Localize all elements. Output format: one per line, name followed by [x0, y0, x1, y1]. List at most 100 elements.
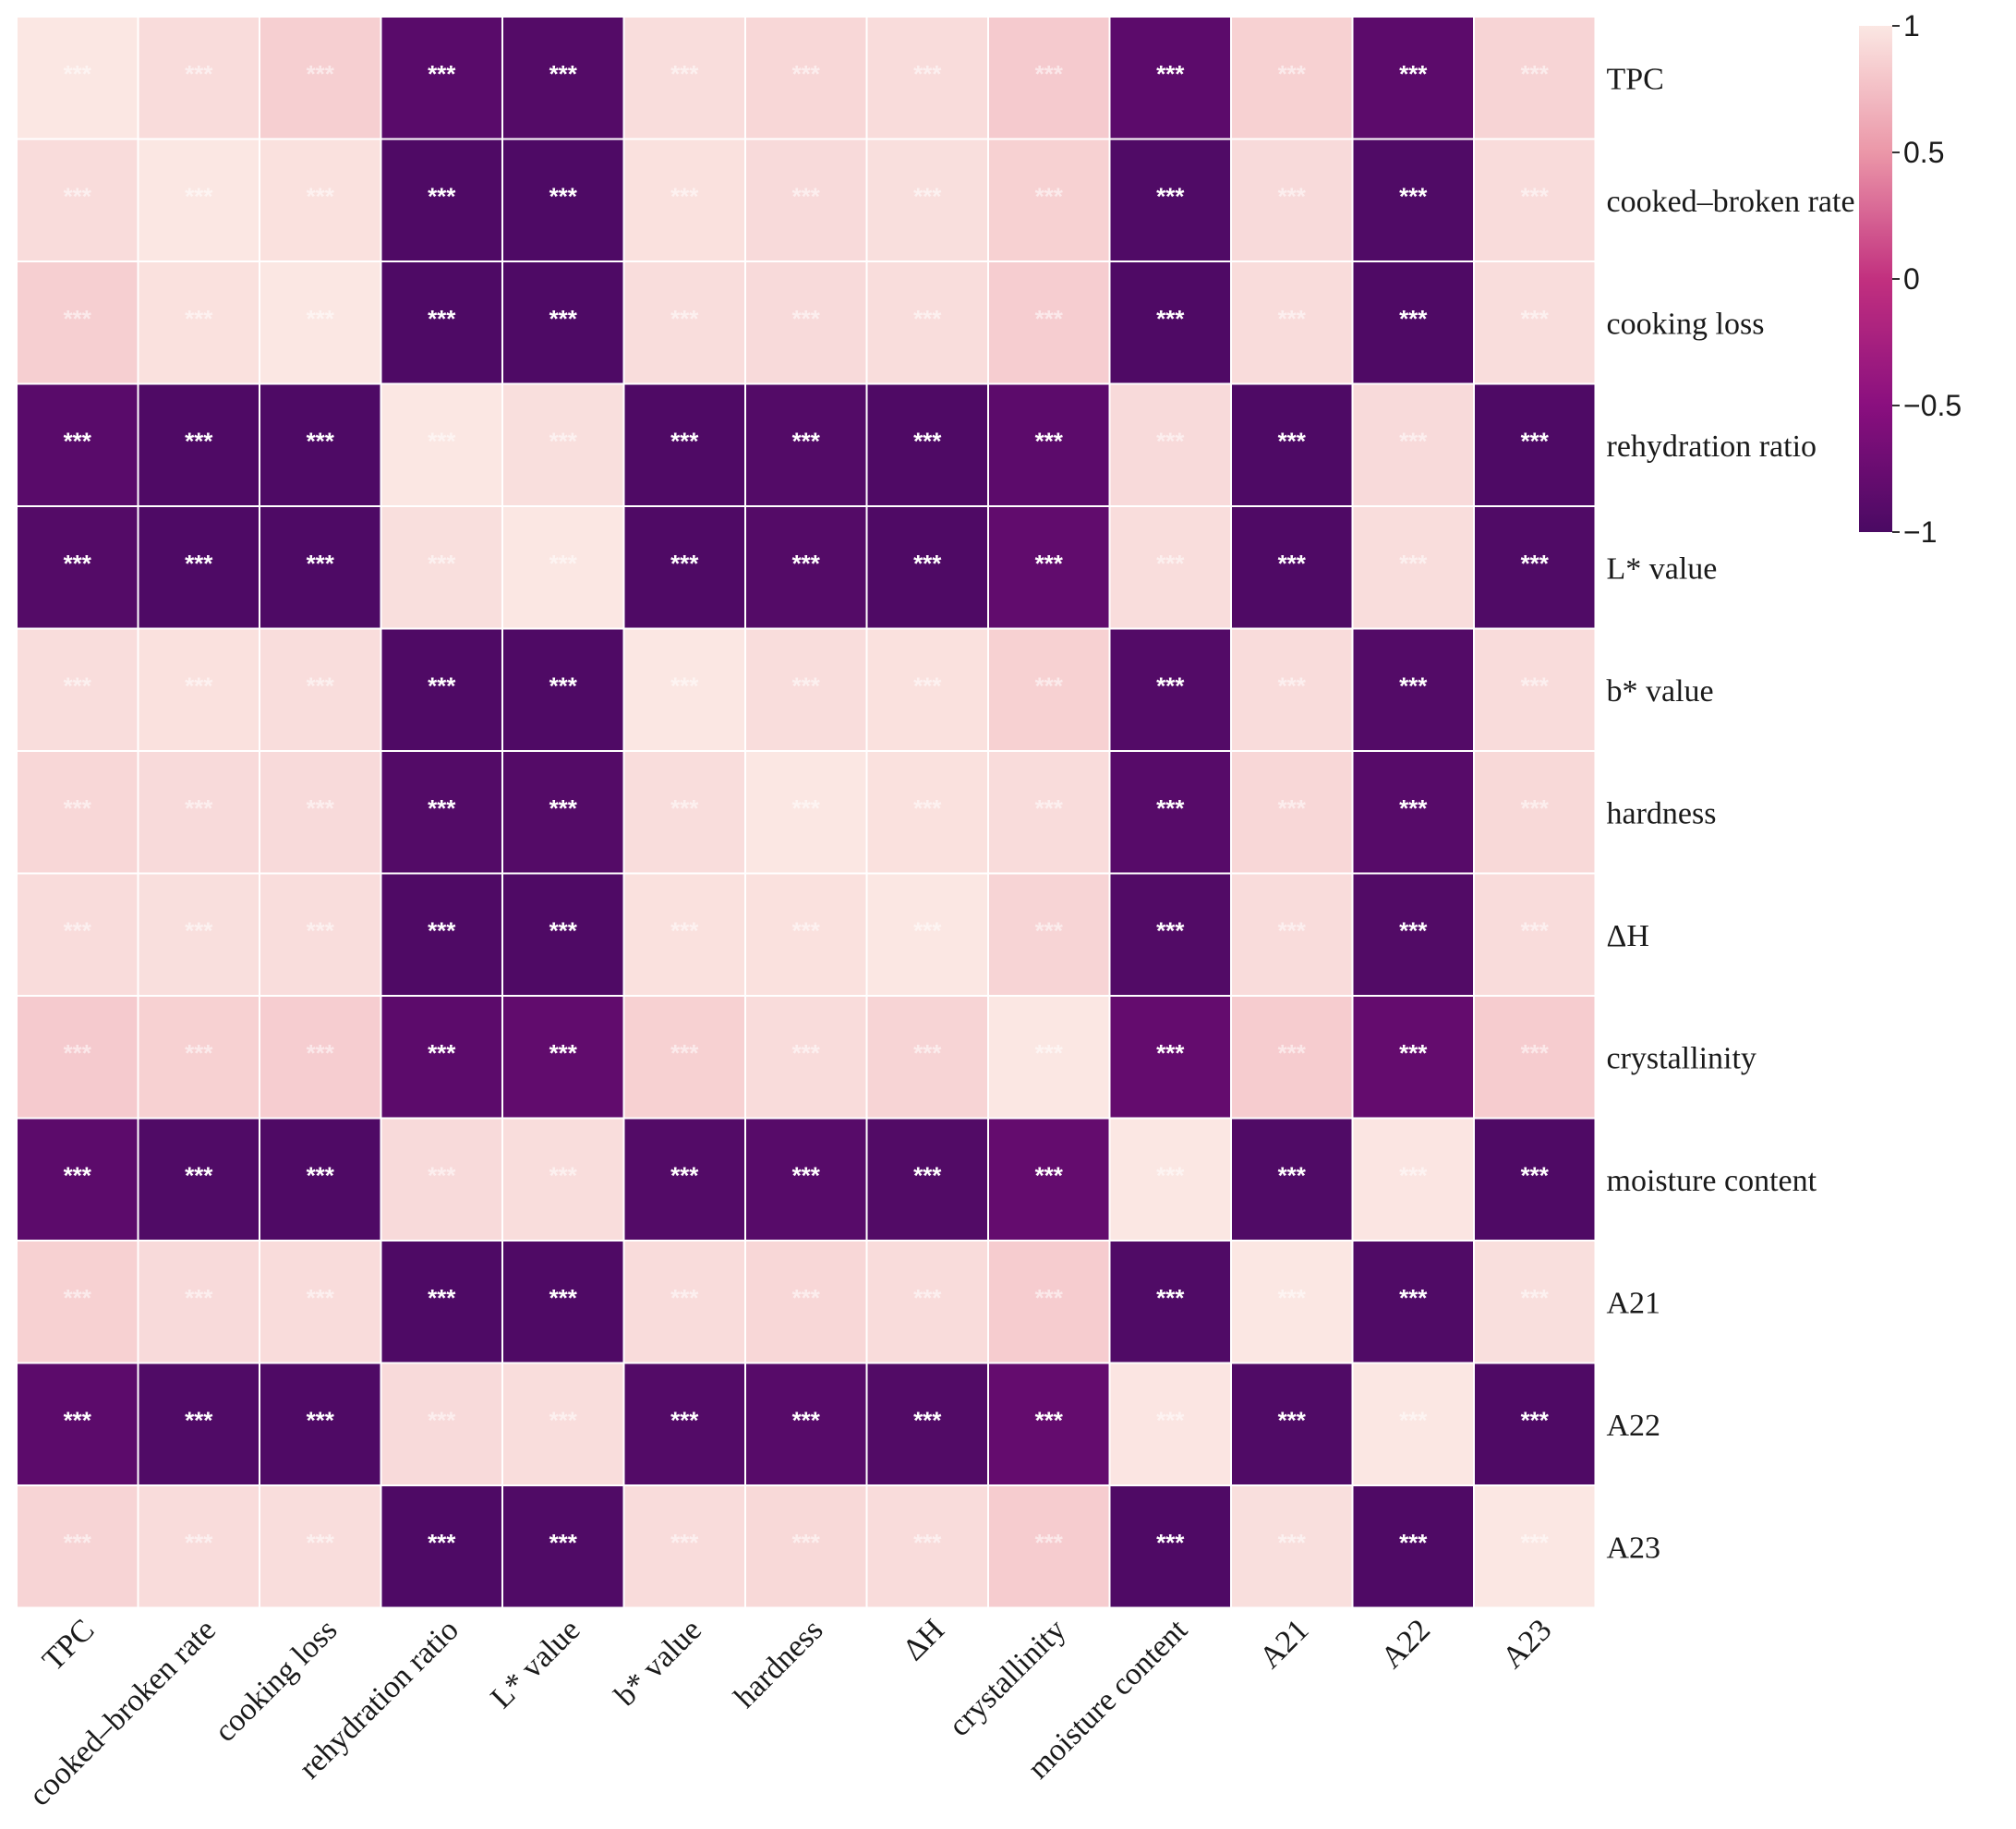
significance-marker: ***: [185, 1529, 213, 1556]
heatmap-cell: [380, 1240, 503, 1364]
significance-marker: ***: [185, 305, 213, 333]
row-label: L* value: [1607, 551, 1718, 586]
significance-marker: ***: [1521, 1529, 1550, 1556]
heatmap-cell: [1230, 1362, 1354, 1486]
significance-marker: ***: [428, 1407, 456, 1435]
significance-marker: ***: [1035, 1039, 1064, 1067]
significance-marker: ***: [1156, 305, 1185, 333]
colorbar-tick-label: 0: [1903, 262, 1920, 296]
significance-marker: ***: [428, 672, 456, 700]
significance-marker: ***: [307, 917, 335, 945]
significance-marker: ***: [913, 1529, 942, 1556]
heatmap-cell: [259, 260, 382, 385]
significance-marker: ***: [1156, 1162, 1185, 1190]
significance-marker: ***: [913, 1162, 942, 1190]
significance-marker: ***: [1035, 1407, 1064, 1435]
significance-marker: ***: [1156, 1407, 1185, 1435]
heatmap-cell: [987, 627, 1111, 752]
heatmap-cell: [1351, 1362, 1475, 1486]
row-label: TPC: [1607, 62, 1664, 96]
heatmap-cell: [1473, 1484, 1597, 1609]
heatmap-cell: [865, 1240, 989, 1364]
row-label: hardness: [1607, 796, 1717, 830]
heatmap-cell: [622, 872, 746, 997]
significance-marker: ***: [64, 1407, 92, 1435]
heatmap-cell: [1108, 138, 1232, 262]
heatmap-cell: [501, 138, 625, 262]
significance-marker: ***: [428, 1284, 456, 1312]
significance-marker: ***: [1521, 428, 1550, 455]
significance-marker: ***: [1521, 183, 1550, 211]
significance-marker: ***: [185, 550, 213, 577]
heatmap-cell: [1473, 382, 1597, 507]
heatmap-cell: [1473, 750, 1597, 875]
heatmap-cell: [137, 627, 260, 752]
heatmap-cell: [865, 627, 989, 752]
significance-marker: ***: [64, 305, 92, 333]
heatmap-cell: [1351, 16, 1475, 140]
heatmap-cell: [1108, 750, 1232, 875]
significance-marker: ***: [913, 672, 942, 700]
significance-marker: ***: [792, 794, 821, 822]
colorbar-tick-label: 1: [1903, 9, 1920, 42]
significance-marker: ***: [792, 183, 821, 211]
heatmap-cell: [1473, 872, 1597, 997]
significance-marker: ***: [549, 1284, 578, 1312]
heatmap-cell: [1473, 138, 1597, 262]
heatmap-cell: [259, 627, 382, 752]
significance-marker: ***: [1156, 428, 1185, 455]
heatmap-cell: [622, 1484, 746, 1609]
significance-marker: ***: [1035, 550, 1064, 577]
significance-marker: ***: [1156, 672, 1185, 700]
significance-marker: ***: [1521, 794, 1550, 822]
significance-marker: ***: [1156, 183, 1185, 211]
column-label: crystallinity: [942, 1613, 1072, 1743]
heatmap-cell: [1351, 1240, 1475, 1364]
heatmap-cell: [622, 382, 746, 507]
significance-marker: ***: [670, 1407, 699, 1435]
significance-marker: ***: [549, 305, 578, 333]
heatmap-cell: [744, 750, 868, 875]
significance-marker: ***: [1521, 550, 1550, 577]
heatmap-cell: [16, 138, 139, 262]
heatmap-cell: [1351, 627, 1475, 752]
heatmap-cell: [259, 995, 382, 1120]
significance-marker: ***: [1278, 1529, 1307, 1556]
heatmap-cell: [1351, 1484, 1475, 1609]
significance-marker: ***: [1156, 60, 1185, 88]
heatmap-cell: [380, 1117, 503, 1242]
heatmap-cell: [1473, 627, 1597, 752]
significance-marker: ***: [64, 428, 92, 455]
heatmap-cell: [1230, 627, 1354, 752]
significance-markers: *** *** *** *** *** *** *** *** *** *** *** *** *** *…: [64, 60, 1550, 1556]
significance-marker: ***: [185, 672, 213, 700]
heatmap-cell: [865, 872, 989, 997]
heatmap-cell: [137, 1362, 260, 1486]
heatmap-cell: [1108, 1117, 1232, 1242]
heatmap-cell: [987, 1362, 1111, 1486]
heatmap-cell: [259, 1117, 382, 1242]
heatmap-cells: [16, 16, 1597, 1609]
significance-marker: ***: [1399, 183, 1428, 211]
heatmap-cell: [380, 138, 503, 262]
significance-marker: ***: [670, 305, 699, 333]
heatmap-cell: [1108, 382, 1232, 507]
heatmap-cell: [501, 1362, 625, 1486]
row-label: A23: [1607, 1531, 1661, 1565]
row-label: cooked–broken rate: [1607, 185, 1855, 219]
heatmap-cell: [16, 995, 139, 1120]
significance-marker: ***: [1399, 1039, 1428, 1067]
significance-marker: ***: [670, 60, 699, 88]
significance-marker: ***: [1521, 1284, 1550, 1312]
heatmap-cell: [16, 872, 139, 997]
row-label: crystallinity: [1607, 1041, 1756, 1075]
heatmap-cell: [744, 1484, 868, 1609]
heatmap-cell: [380, 627, 503, 752]
heatmap-cell: [16, 505, 139, 630]
heatmap-cell: [137, 1240, 260, 1364]
heatmap-cell: [622, 138, 746, 262]
significance-marker: ***: [64, 60, 92, 88]
significance-marker: ***: [1278, 183, 1307, 211]
